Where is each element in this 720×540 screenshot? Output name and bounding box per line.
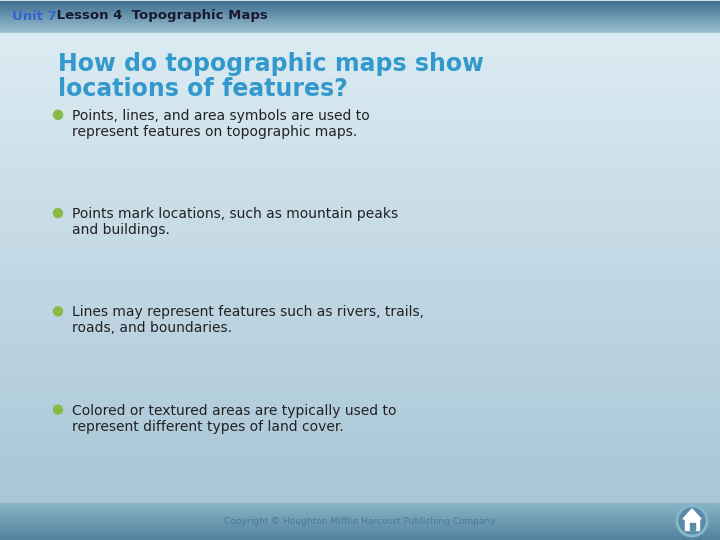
Circle shape: [677, 506, 707, 536]
Text: Points mark locations, such as mountain peaks: Points mark locations, such as mountain …: [72, 207, 398, 221]
Text: roads, and boundaries.: roads, and boundaries.: [72, 321, 232, 335]
Text: represent features on topographic maps.: represent features on topographic maps.: [72, 125, 357, 139]
Text: Lesson 4  Topographic Maps: Lesson 4 Topographic Maps: [52, 10, 268, 23]
Text: Lines may represent features such as rivers, trails,: Lines may represent features such as riv…: [72, 305, 424, 319]
Text: Unit 7: Unit 7: [12, 10, 57, 23]
Circle shape: [53, 405, 63, 414]
Text: Colored or textured areas are typically used to: Colored or textured areas are typically …: [72, 403, 397, 417]
Polygon shape: [690, 523, 695, 530]
Polygon shape: [683, 509, 701, 519]
Text: represent different types of land cover.: represent different types of land cover.: [72, 420, 343, 434]
Circle shape: [53, 307, 63, 316]
Text: How do topographic maps show: How do topographic maps show: [58, 52, 484, 76]
Text: Copyright © Houghton Mifflin Harcourt Publishing Company: Copyright © Houghton Mifflin Harcourt Pu…: [224, 516, 496, 525]
Text: locations of features?: locations of features?: [58, 77, 348, 101]
Circle shape: [53, 208, 63, 218]
Text: Points, lines, and area symbols are used to: Points, lines, and area symbols are used…: [72, 109, 370, 123]
Circle shape: [53, 110, 63, 119]
Polygon shape: [685, 519, 699, 530]
Text: and buildings.: and buildings.: [72, 223, 170, 237]
